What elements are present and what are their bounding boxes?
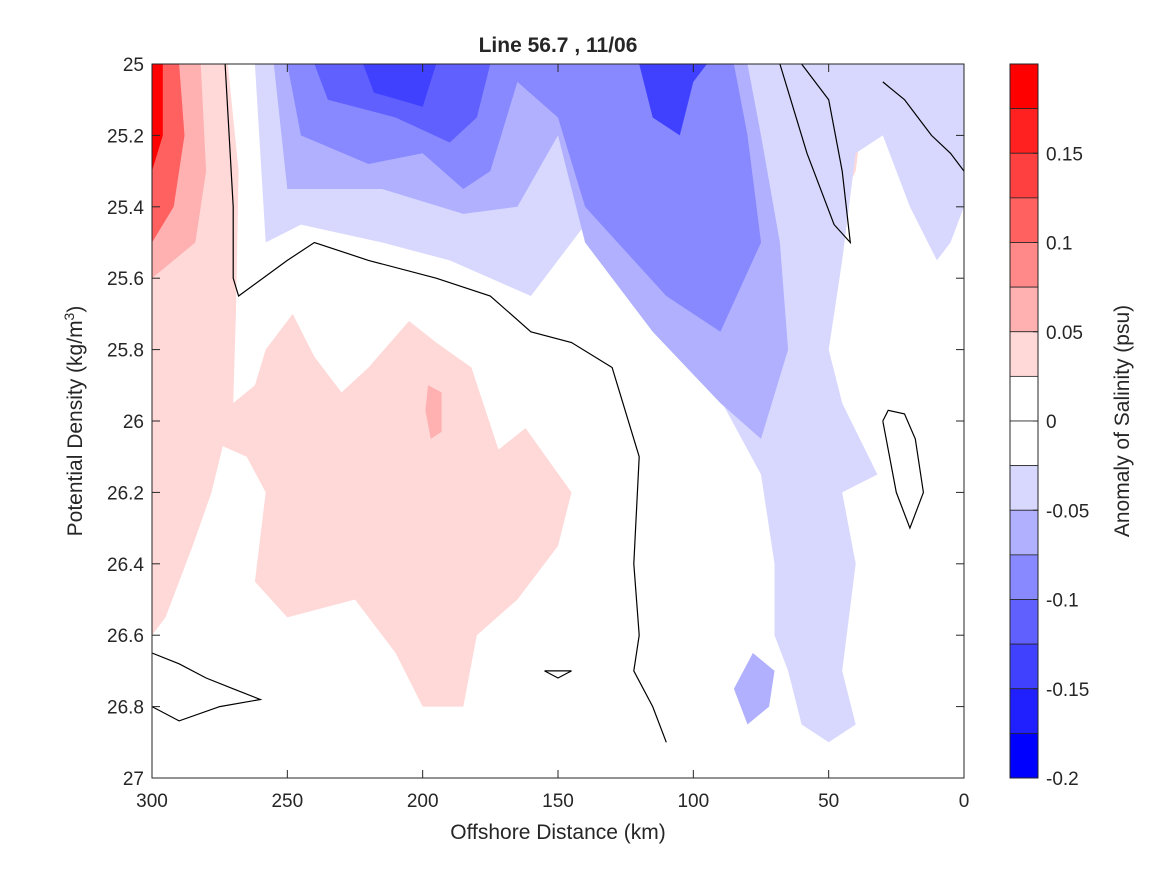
contour-line-zero-contour-near-shore <box>779 64 852 245</box>
contour-region-offshore-negative-tongue <box>254 64 964 743</box>
contour-region-offshore-negative-core-4 <box>363 64 437 107</box>
y-tick-label: 26.8 <box>107 698 144 719</box>
contour-line-zero-contour-small-loop <box>544 670 572 679</box>
contour-line-zero-contour-offshore-loop <box>882 409 925 530</box>
contour-line-zero-contour-north-edge <box>882 81 964 172</box>
colorbar-swatch <box>1009 63 1039 110</box>
colorbar-swatch <box>1009 286 1039 333</box>
y-tick-label: 26.2 <box>107 483 144 504</box>
y-tick-label: 27 <box>123 769 144 790</box>
y-axis-label: Potential Density (kg/m3) <box>61 306 87 537</box>
x-tick-label: 50 <box>818 791 839 812</box>
y-tick-label: 25.4 <box>107 198 144 219</box>
x-tick-label: 250 <box>271 791 303 812</box>
colorbar-swatch <box>1009 599 1039 645</box>
x-axis: 300 250 200 150 100 50 0 <box>136 64 969 812</box>
contour-region-offshore-positive-core <box>425 385 442 439</box>
y-tick-label: 25.8 <box>107 341 144 362</box>
contour-line-zero-contour-far-offshore <box>152 652 263 722</box>
colorbar-tick-label: -0.1 <box>1046 591 1079 612</box>
contour-region-deep-negative-patch-2 <box>639 64 707 136</box>
contour-region-offshore-negative-core-2 <box>287 64 761 332</box>
colorbar-swatch <box>1009 152 1039 199</box>
colorbar-tick-label: 0.1 <box>1046 234 1072 255</box>
y-tick-label: 25.6 <box>107 269 144 290</box>
colorbar-tick-label: 0 <box>1046 412 1057 433</box>
contour-region-offshore-negative-core-3 <box>314 64 491 143</box>
contour-fill-layer <box>152 64 964 743</box>
colorbar-swatch <box>1009 732 1039 779</box>
colorbar-label: Anomaly of Salinity (psu) <box>1111 305 1134 537</box>
colorbar-tick-label: 0.15 <box>1046 144 1083 165</box>
colorbar-swatch <box>1009 108 1039 154</box>
colorbar-ticks: 0.15 0.1 0.05 0 -0.05 -0.1 -0.15 -0.2 <box>1033 144 1089 790</box>
colorbar-swatch <box>1009 197 1039 243</box>
y-tick-label: 25 <box>123 55 144 76</box>
chart-title: Line 56.7 , 11/06 <box>479 34 638 57</box>
colorbar-swatch <box>1009 688 1039 734</box>
x-tick-label: 300 <box>136 791 168 812</box>
x-tick-label: 0 <box>959 791 970 812</box>
colorbar <box>1009 63 1039 779</box>
colorbar-swatch <box>1009 375 1039 422</box>
contour-region-deep-negative-patch <box>733 653 775 725</box>
colorbar-swatch <box>1009 420 1039 467</box>
y-axis-label-superscript: 3 <box>61 312 77 320</box>
colorbar-tick-label: 0.05 <box>1046 323 1083 344</box>
y-axis: 25 25.2 25.4 25.6 25.8 26 26.2 26.4 26.6 26.8 27 <box>107 55 964 790</box>
y-tick-label: 26 <box>123 412 144 433</box>
colorbar-swatch <box>1009 509 1039 556</box>
zero-contour-layer <box>152 64 964 743</box>
x-tick-label: 150 <box>542 791 574 812</box>
x-tick-label: 200 <box>407 791 439 812</box>
contour-region-coastal-positive-lens-core <box>152 64 163 172</box>
y-tick-label: 26.6 <box>107 626 144 647</box>
colorbar-swatch <box>1009 242 1039 288</box>
colorbar-swatch <box>1009 331 1039 377</box>
y-axis-label-end: ) <box>64 306 87 313</box>
y-axis-label-main: Potential Density (kg/m <box>64 320 87 536</box>
colorbar-tick-label: -0.2 <box>1046 769 1079 790</box>
colorbar-tick-label: -0.15 <box>1046 680 1089 701</box>
colorbar-tick-label: -0.05 <box>1046 501 1089 522</box>
contour-line-zero-contour-main <box>224 64 667 743</box>
x-axis-label: Offshore Distance (km) <box>450 821 666 844</box>
y-tick-label: 26.4 <box>107 555 144 576</box>
y-tick-label: 25.2 <box>107 126 144 147</box>
x-tick-label: 100 <box>677 791 709 812</box>
contour-region-offshore-positive-lens <box>206 313 572 707</box>
colorbar-swatch <box>1009 465 1039 511</box>
colorbar-swatch <box>1009 643 1039 690</box>
colorbar-swatch <box>1009 554 1039 600</box>
